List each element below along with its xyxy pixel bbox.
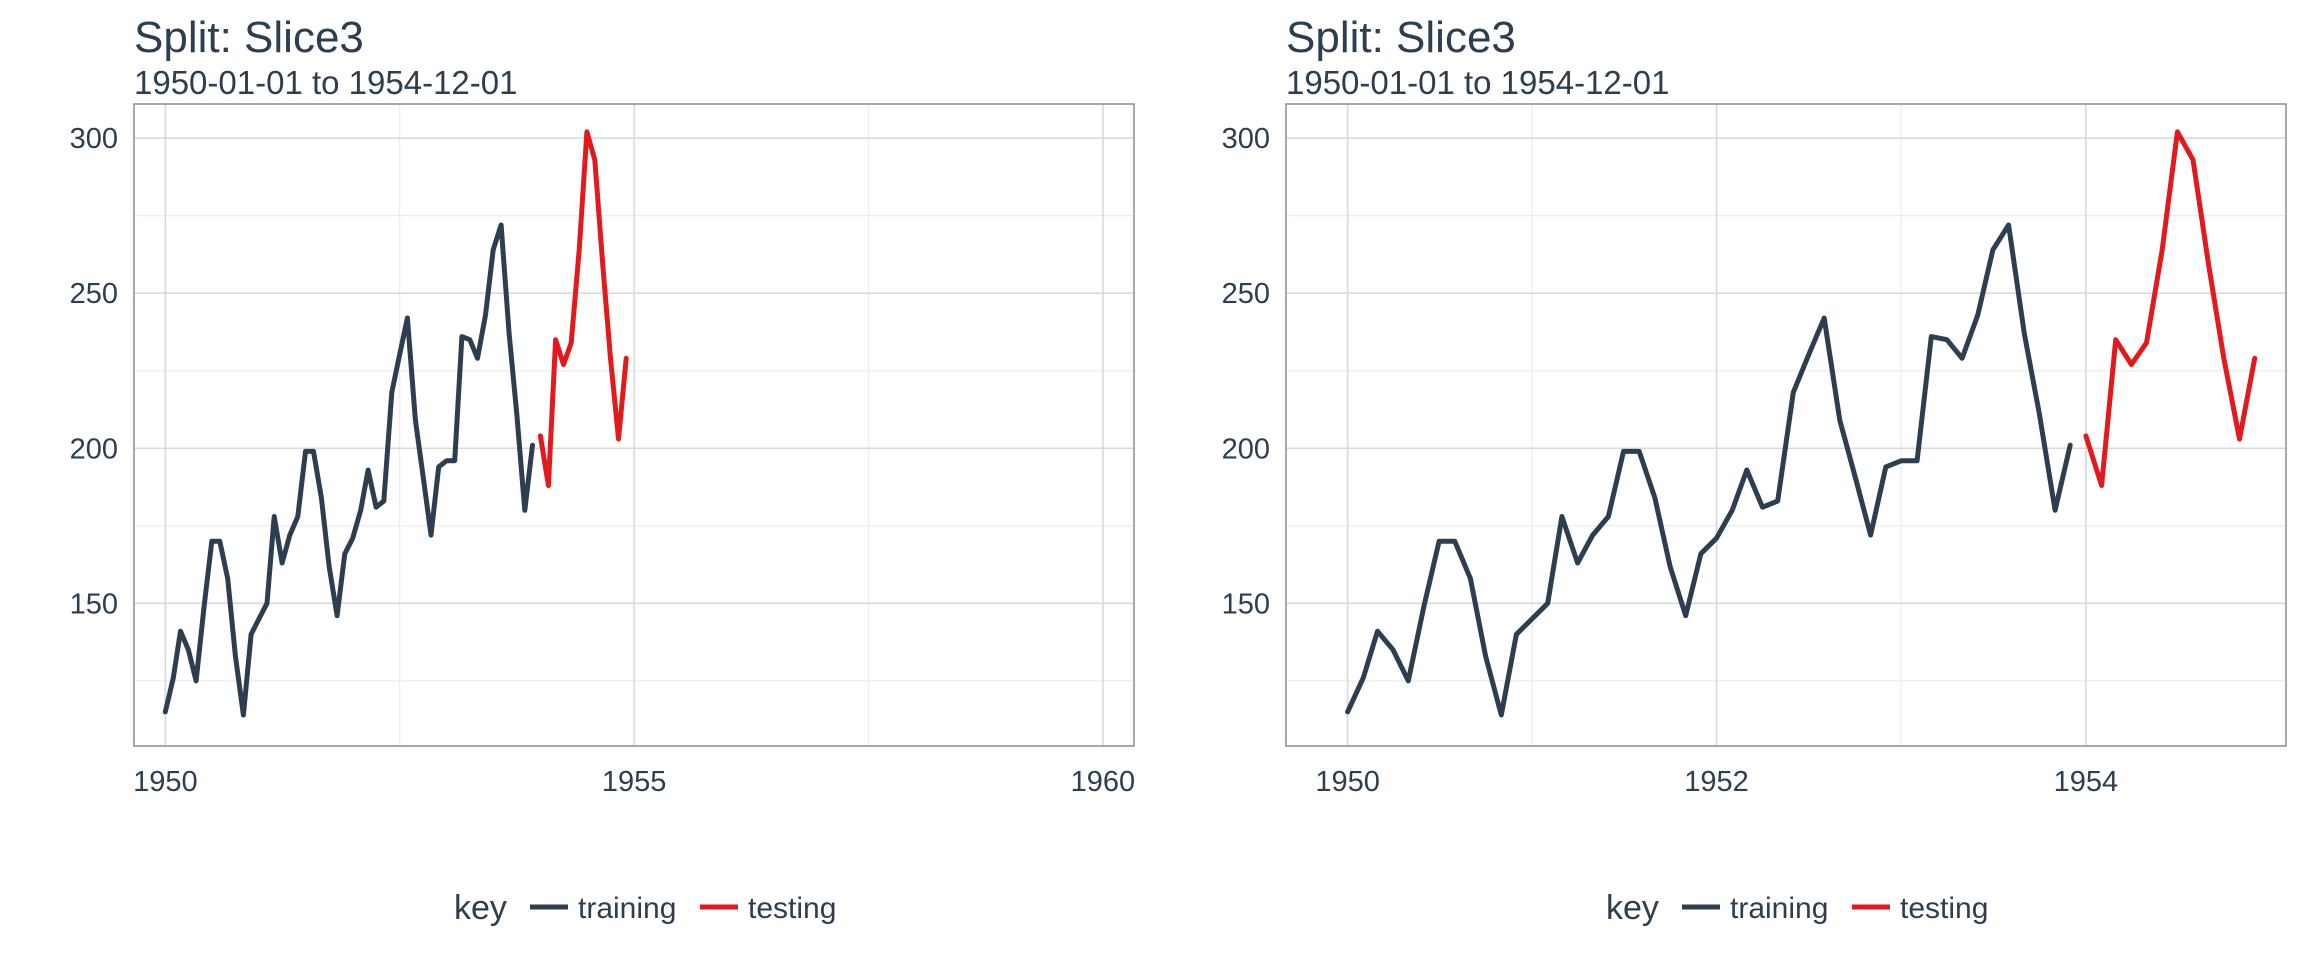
legend-label-training: training <box>1730 892 1828 925</box>
chart-subtitle: 1950-01-01 to 1954-12-01 <box>1286 64 1669 101</box>
y-tick-label: 250 <box>70 278 118 310</box>
y-tick-label: 150 <box>70 588 118 620</box>
chart-title: Split: Slice3 <box>1286 13 1516 62</box>
legend-label-training: training <box>578 892 676 925</box>
chart-title: Split: Slice3 <box>134 13 364 62</box>
series-line-training <box>162 222 535 718</box>
grid <box>1286 104 2286 746</box>
y-tick-label: 300 <box>70 123 118 155</box>
panel-border <box>1285 103 2287 747</box>
y-tick-label: 250 <box>1222 278 1270 310</box>
x-tick-label: 1952 <box>1684 766 1749 798</box>
legend-title: key <box>454 889 507 927</box>
x-tick-label: 1955 <box>602 766 667 798</box>
series-line-training <box>1345 222 2073 718</box>
series-line-testing <box>537 129 629 488</box>
legend: key training testing <box>1606 889 1988 927</box>
y-tick-label: 200 <box>1222 433 1270 465</box>
x-tick-label: 1954 <box>2054 766 2119 798</box>
legend-label-testing: testing <box>1900 892 1988 925</box>
y-tick-label: 150 <box>1222 588 1270 620</box>
chart-subtitle: 1950-01-01 to 1954-12-01 <box>134 64 517 101</box>
legend-label-testing: testing <box>748 892 836 925</box>
series-line-testing <box>2083 129 2258 488</box>
panel-border <box>133 103 1135 747</box>
x-tick-label: 1950 <box>1315 766 1380 798</box>
x-tick-label: 1950 <box>133 766 198 798</box>
grid <box>134 104 1134 746</box>
y-tick-label: 200 <box>70 433 118 465</box>
x-tick-label: 1960 <box>1071 766 1136 798</box>
legend-title: key <box>1606 889 1659 927</box>
y-tick-label: 300 <box>1222 123 1270 155</box>
legend: key training testing <box>454 889 836 927</box>
